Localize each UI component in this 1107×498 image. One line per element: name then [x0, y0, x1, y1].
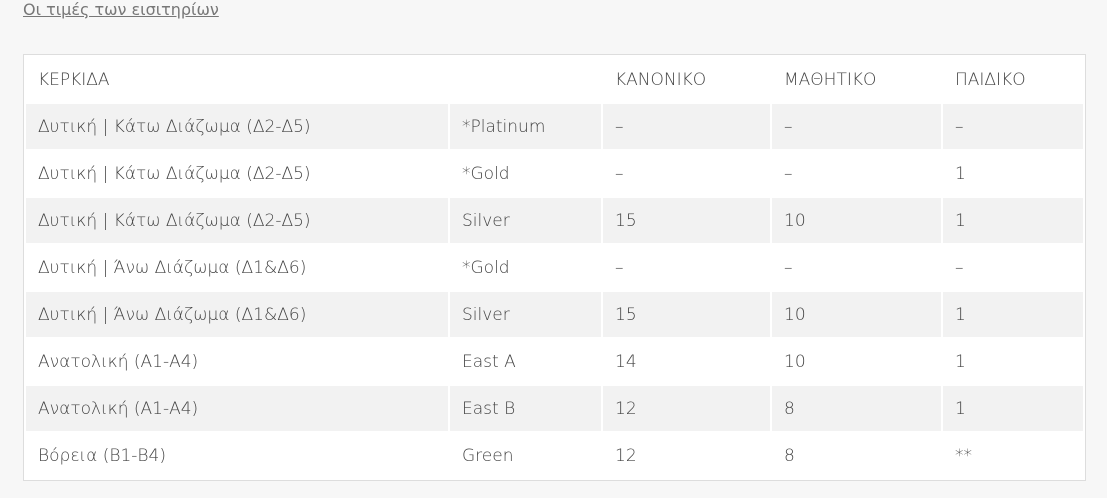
price-table: ΚΕΡΚΙΔΑ ΚΑΝΟΝΙΚΟ ΜΑΘΗΤΙΚΟ ΠΑΙΔΙΚΟ Δυτική | …: [24, 55, 1085, 480]
table-cell: East A: [462, 351, 516, 372]
table-cell: 15: [603, 292, 770, 337]
table-cell: 1: [955, 351, 966, 372]
table-row: Δυτική | Άνω Διάζωμα (Δ1&Δ6) *Gold – – –: [26, 245, 1083, 290]
table-cell: 10: [784, 351, 806, 372]
table-cell: 1: [943, 292, 1083, 337]
table-row: Ανατολική (Α1-Α4) East B 12 8 1: [26, 386, 1083, 431]
table-row: Δυτική | Κάτω Διάζωμα (Δ2-Δ5) *Gold – – 1: [26, 151, 1083, 196]
table-cell: –: [955, 257, 964, 278]
table-cell: 10: [772, 292, 941, 337]
table-cell: Δυτική | Κάτω Διάζωμα (Δ2-Δ5): [38, 163, 311, 184]
table-cell: **: [955, 445, 972, 466]
table-cell: 1: [955, 163, 966, 184]
table-cell: *Gold: [462, 257, 510, 278]
table-cell: 1: [943, 198, 1083, 243]
table-cell: Green: [462, 445, 514, 466]
table-cell: 12: [615, 445, 637, 466]
prices-link[interactable]: Οι τιμές των εισιτηρίων: [23, 0, 219, 19]
table-cell: 12: [603, 386, 770, 431]
table-row: Δυτική | Άνω Διάζωμα (Δ1&Δ6) Silver 15 10 1: [26, 292, 1083, 337]
header-cell: ΠΑΙΔΙΚΟ: [955, 69, 1026, 90]
table-cell: –: [784, 163, 793, 184]
table-cell: East B: [450, 386, 601, 431]
table-cell: –: [615, 163, 624, 184]
table-row: Δυτική | Κάτω Διάζωμα (Δ2-Δ5) Silver 15 10 1: [26, 198, 1083, 243]
table-container: ΚΕΡΚΙΔΑ ΚΑΝΟΝΙΚΟ ΜΑΘΗΤΙΚΟ ΠΑΙΔΙΚΟ Δυτική | …: [23, 54, 1086, 481]
table-cell: –: [603, 104, 770, 149]
header-cell-empty: [450, 57, 601, 102]
table-cell: *Gold: [462, 163, 510, 184]
table-row: Δυτική | Κάτω Διάζωμα (Δ2-Δ5) *Platinum – –…: [26, 104, 1083, 149]
table-cell: 8: [772, 386, 941, 431]
table-cell: Δυτική | Κάτω Διάζωμα (Δ2-Δ5): [26, 198, 448, 243]
table-row: Βόρεια (Β1-Β4) Green 12 8 **: [26, 433, 1083, 478]
table-cell: Silver: [450, 292, 601, 337]
header-cell: ΚΕΡΚΙΔΑ: [38, 69, 110, 90]
table-cell: –: [943, 104, 1083, 149]
table-cell: –: [772, 104, 941, 149]
header-cell: ΚΑΝΟΝΙΚΟ: [615, 69, 707, 90]
table-cell: Δυτική | Άνω Διάζωμα (Δ1&Δ6): [26, 292, 448, 337]
header-cell: ΜΑΘΗΤΙΚΟ: [784, 69, 877, 90]
table-cell: Δυτική | Άνω Διάζωμα (Δ1&Δ6): [38, 257, 307, 278]
table-cell: Silver: [450, 198, 601, 243]
table-cell: *Platinum: [450, 104, 601, 149]
table-cell: Ανατολική (Α1-Α4): [38, 351, 199, 372]
table-cell: Βόρεια (Β1-Β4): [38, 445, 166, 466]
table-row: Ανατολική (Α1-Α4) East A 14 10 1: [26, 339, 1083, 384]
header-row: ΚΕΡΚΙΔΑ ΚΑΝΟΝΙΚΟ ΜΑΘΗΤΙΚΟ ΠΑΙΔΙΚΟ: [26, 57, 1083, 102]
table-cell: 1: [943, 386, 1083, 431]
table-cell: Δυτική | Κάτω Διάζωμα (Δ2-Δ5): [26, 104, 448, 149]
table-cell: –: [784, 257, 793, 278]
table-cell: Ανατολική (Α1-Α4): [26, 386, 448, 431]
table-cell: 15: [603, 198, 770, 243]
table-cell: 14: [615, 351, 637, 372]
table-cell: 8: [784, 445, 795, 466]
table-cell: –: [615, 257, 624, 278]
table-cell: 10: [772, 198, 941, 243]
